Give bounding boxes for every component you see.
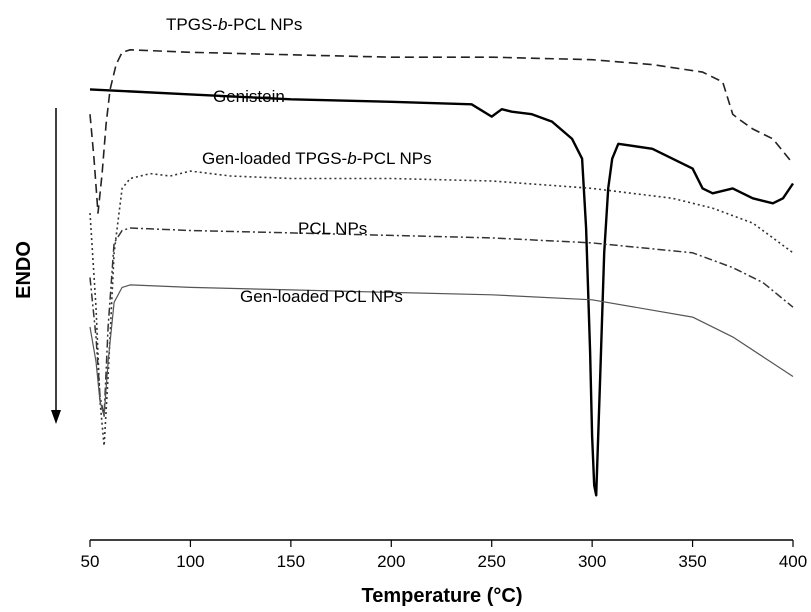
- x-tick-label-250: 250: [478, 552, 506, 571]
- x-tick-label-150: 150: [277, 552, 305, 571]
- x-tick-label-100: 100: [176, 552, 204, 571]
- x-tick-label-300: 300: [578, 552, 606, 571]
- series-line-0: [89, 49, 794, 214]
- series-layer: [89, 49, 794, 497]
- x-tick-label-50: 50: [81, 552, 100, 571]
- x-tick-label-350: 350: [678, 552, 706, 571]
- series-line-1: [89, 88, 794, 497]
- series-label-gen-loaded-tpgs-b-pcl-nps: Gen-loaded TPGS-b-PCL NPs: [202, 149, 432, 168]
- y-axis-arrow: [51, 108, 61, 424]
- series-label-gen-loaded-pcl-nps: Gen-loaded PCL NPs: [240, 287, 403, 306]
- x-axis-title: Temperature (°C): [362, 585, 523, 607]
- x-tick-label-200: 200: [377, 552, 405, 571]
- series-labels: TPGS-b-PCL NPs Genistein Gen-loaded TPGS…: [166, 15, 432, 306]
- series-line-3: [89, 227, 794, 417]
- series-line-4: [89, 284, 794, 417]
- series-label-tpgs-b-pcl-nps: TPGS-b-PCL NPs: [166, 15, 302, 34]
- x-tick-label-400: 400: [779, 552, 807, 571]
- series-line-2: [89, 170, 794, 447]
- y-axis-label: ENDO: [13, 241, 35, 299]
- series-label-genistein: Genistein: [213, 87, 285, 106]
- x-ticks: 50 100 150 200 250 300 350 400: [81, 540, 807, 571]
- series-label-pcl-nps: PCL NPs: [298, 219, 367, 238]
